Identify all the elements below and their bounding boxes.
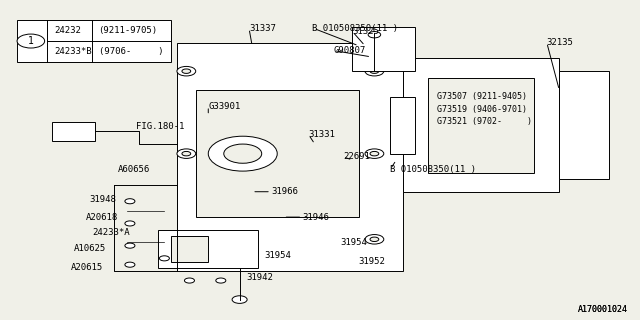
Text: 31948: 31948 [89,195,116,204]
Circle shape [125,243,135,248]
Text: B 010508350(11 ): B 010508350(11 ) [390,165,476,174]
Text: B 010508350(11 ): B 010508350(11 ) [312,24,397,33]
Text: (9211-9705): (9211-9705) [99,26,157,35]
Circle shape [232,296,247,303]
Circle shape [184,278,195,283]
Text: A60656: A60656 [117,165,150,174]
FancyBboxPatch shape [403,59,559,192]
Bar [17,20,171,62]
Circle shape [177,149,196,158]
Circle shape [370,69,379,73]
Text: 31331: 31331 [308,130,335,139]
FancyBboxPatch shape [390,97,415,154]
Text: A170001024: A170001024 [578,305,628,314]
Text: G33901: G33901 [208,101,241,111]
Text: 32135: 32135 [547,38,573,47]
Circle shape [125,199,135,204]
Circle shape [177,67,196,76]
Text: 24233*A: 24233*A [92,228,130,237]
Text: A10625: A10625 [74,244,106,253]
Text: A20618: A20618 [86,212,118,221]
Circle shape [208,136,277,171]
FancyBboxPatch shape [353,27,415,71]
Text: 31325: 31325 [353,27,380,36]
FancyBboxPatch shape [171,236,208,261]
Text: 31954: 31954 [340,238,367,247]
Text: G73507 (9211-9405): G73507 (9211-9405) [437,92,527,101]
Circle shape [182,237,191,242]
Text: A170001024: A170001024 [578,305,628,314]
Text: 31954: 31954 [265,251,292,260]
Text: A20615: A20615 [70,263,102,272]
Circle shape [125,221,135,226]
FancyBboxPatch shape [559,71,609,179]
Circle shape [370,151,379,156]
Text: 31942: 31942 [246,273,273,282]
FancyBboxPatch shape [158,230,259,268]
Text: 31337: 31337 [249,24,276,33]
Bar [52,122,95,141]
Text: (9706-     ): (9706- ) [99,47,163,56]
Circle shape [182,151,191,156]
Circle shape [17,34,45,48]
Text: FIG.180-1: FIG.180-1 [136,122,184,131]
Text: 22691: 22691 [343,152,370,161]
Text: G73521 (9702-     ): G73521 (9702- ) [437,117,532,126]
Circle shape [368,32,381,38]
Circle shape [365,67,384,76]
Text: 31966: 31966 [271,187,298,196]
Circle shape [159,256,170,261]
Circle shape [177,235,196,244]
Text: 1: 1 [28,36,34,46]
FancyBboxPatch shape [428,77,534,173]
Circle shape [224,144,262,163]
Circle shape [365,149,384,158]
Circle shape [125,262,135,267]
Circle shape [182,69,191,73]
Text: G73519 (9406-9701): G73519 (9406-9701) [437,105,527,114]
Circle shape [365,235,384,244]
Circle shape [216,278,226,283]
Circle shape [370,237,379,242]
Text: G90807: G90807 [333,46,366,55]
FancyBboxPatch shape [177,43,403,271]
Text: 31952: 31952 [359,257,385,266]
Text: 31946: 31946 [302,212,329,221]
FancyBboxPatch shape [196,90,359,217]
Text: 24232: 24232 [54,26,81,35]
Text: 24233*B: 24233*B [54,47,92,56]
